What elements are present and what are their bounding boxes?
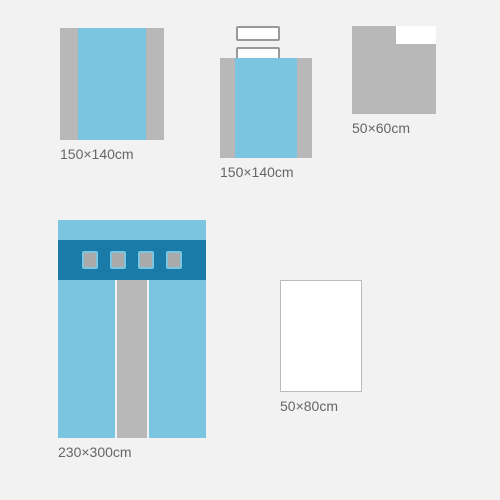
big-drape-body <box>58 220 206 438</box>
drape-1-side-left <box>60 28 78 140</box>
small-boxes <box>236 26 280 62</box>
big-drape-tab-3 <box>138 251 154 269</box>
big-drape-tab-4 <box>166 251 182 269</box>
drape-1-side-right <box>146 28 164 140</box>
big-drape-col-left <box>58 280 115 438</box>
gray-panel-label: 50×60cm <box>352 120 436 136</box>
big-drape-col-center <box>117 280 147 438</box>
big-drape-bottom <box>58 280 206 438</box>
drape-1-label: 150×140cm <box>60 146 164 162</box>
big-drape-top <box>58 220 206 240</box>
gray-panel: 50×60cm <box>352 26 436 136</box>
small-box-1 <box>236 26 280 41</box>
gray-panel-body <box>352 26 436 114</box>
drape-2-label: 150×140cm <box>220 164 312 180</box>
drape-2-panel <box>220 58 312 158</box>
white-panel-body <box>280 280 362 392</box>
drape-1-center <box>78 28 146 140</box>
big-drape-col-right <box>149 280 206 438</box>
big-drape-label: 230×300cm <box>58 444 206 460</box>
drape-2-side-right <box>297 58 312 158</box>
big-drape-tab-1 <box>82 251 98 269</box>
big-drape: 230×300cm <box>58 220 206 460</box>
drape-2: 150×140cm <box>220 58 312 180</box>
big-drape-band <box>58 240 206 280</box>
gray-panel-strip <box>396 26 436 44</box>
white-panel-label: 50×80cm <box>280 398 362 414</box>
drape-1: 150×140cm <box>60 28 164 162</box>
drape-2-side-left <box>220 58 235 158</box>
white-panel: 50×80cm <box>280 280 362 414</box>
drape-1-panel <box>60 28 164 140</box>
drape-2-center <box>235 58 297 158</box>
big-drape-tab-2 <box>110 251 126 269</box>
